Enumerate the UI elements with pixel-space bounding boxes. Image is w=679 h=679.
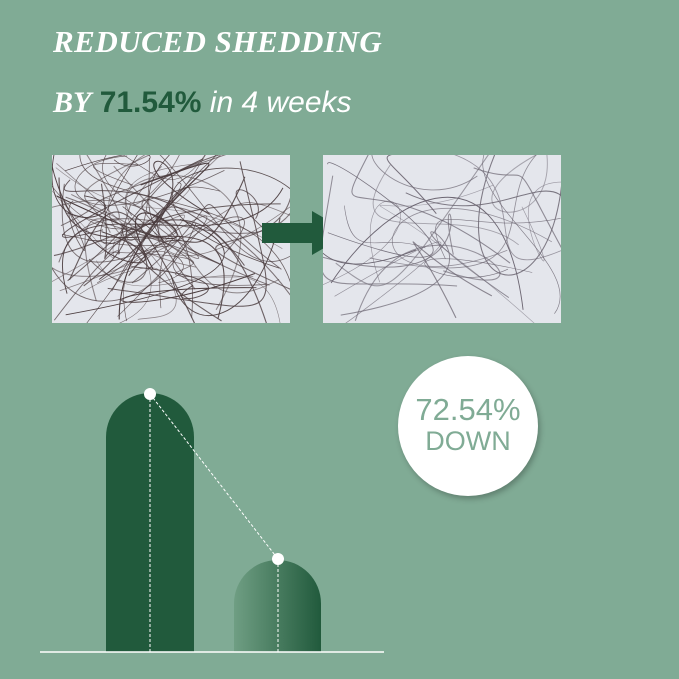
dashed-trend-line <box>149 393 279 560</box>
hair-strand <box>344 205 426 249</box>
hair-strand <box>131 204 282 284</box>
hair-strand <box>334 241 442 328</box>
hair-strand <box>482 135 561 314</box>
hair-strand <box>88 139 177 241</box>
hair-strand <box>335 138 500 287</box>
hair-strand <box>125 175 242 311</box>
hair-strand <box>369 135 563 269</box>
hair-strand <box>215 180 303 296</box>
hair-strand <box>172 216 266 286</box>
subtitle-prefix: BY <box>53 86 92 119</box>
hair-strand <box>79 144 296 330</box>
page-title: REDUCED SHEDDING <box>53 24 383 59</box>
hair-strand <box>317 200 401 288</box>
hair-strand <box>170 218 281 316</box>
hair-strand <box>154 149 305 262</box>
badge-value: 72.54% <box>415 392 521 427</box>
hair-strand <box>320 175 458 287</box>
hair-strand <box>141 199 270 318</box>
hair-strand <box>330 196 524 310</box>
subtitle: BY 71.54% in 4 weeks <box>53 86 352 120</box>
subtitle-value: 71.54% <box>99 86 202 119</box>
hair-strand <box>62 158 204 238</box>
before-hair-photo <box>33 134 307 333</box>
hair-strand <box>435 218 561 259</box>
hair-strand <box>152 153 222 243</box>
hair-strand <box>379 184 538 327</box>
hair-strand <box>65 196 148 283</box>
hair-strand <box>55 167 283 249</box>
hair-strand <box>491 136 576 213</box>
hair-strand <box>64 152 151 172</box>
hair-strand <box>83 224 222 322</box>
hair-strand <box>74 155 225 206</box>
hair-strand <box>50 159 146 264</box>
hair-strand <box>115 163 199 326</box>
hair-strand <box>107 161 267 307</box>
hair-strand <box>71 165 200 260</box>
hair-strand <box>477 135 564 276</box>
reduction-badge: 72.54% DOWN <box>398 356 538 496</box>
hair-strand <box>473 167 574 270</box>
point-after <box>272 553 284 565</box>
hair-strand <box>156 206 304 314</box>
hair-strand <box>98 160 210 280</box>
hair-strand <box>51 148 107 218</box>
point-before <box>144 388 156 400</box>
hair-strand <box>79 267 160 295</box>
hair-strand <box>235 189 273 237</box>
hair-strand <box>121 273 257 303</box>
hair-strand <box>311 213 454 268</box>
hair-strand <box>340 231 510 316</box>
hair-strand <box>69 211 198 329</box>
hair-strand <box>122 139 188 242</box>
hair-strand <box>372 164 519 246</box>
hair-strand <box>171 167 299 269</box>
hair-strand <box>53 219 268 326</box>
hair-strand <box>59 202 292 292</box>
hair-strand <box>61 233 180 309</box>
hair-strand <box>354 244 501 321</box>
hair-strand <box>61 187 284 294</box>
hair-strand <box>111 150 218 292</box>
hair-strand <box>128 176 246 277</box>
hair-strand <box>93 162 138 186</box>
hair-strand <box>351 152 511 264</box>
hair-strand <box>65 218 225 316</box>
hair-strand <box>61 183 170 263</box>
subtitle-suffix: in 4 weeks <box>209 86 352 119</box>
badge-label: DOWN <box>425 426 511 456</box>
hair-strand <box>46 199 280 294</box>
hair-strand <box>125 157 195 264</box>
after-hair-photo <box>310 135 581 328</box>
hair-strand <box>109 251 254 278</box>
hair-strand <box>521 181 563 262</box>
hair-strand <box>56 162 177 320</box>
